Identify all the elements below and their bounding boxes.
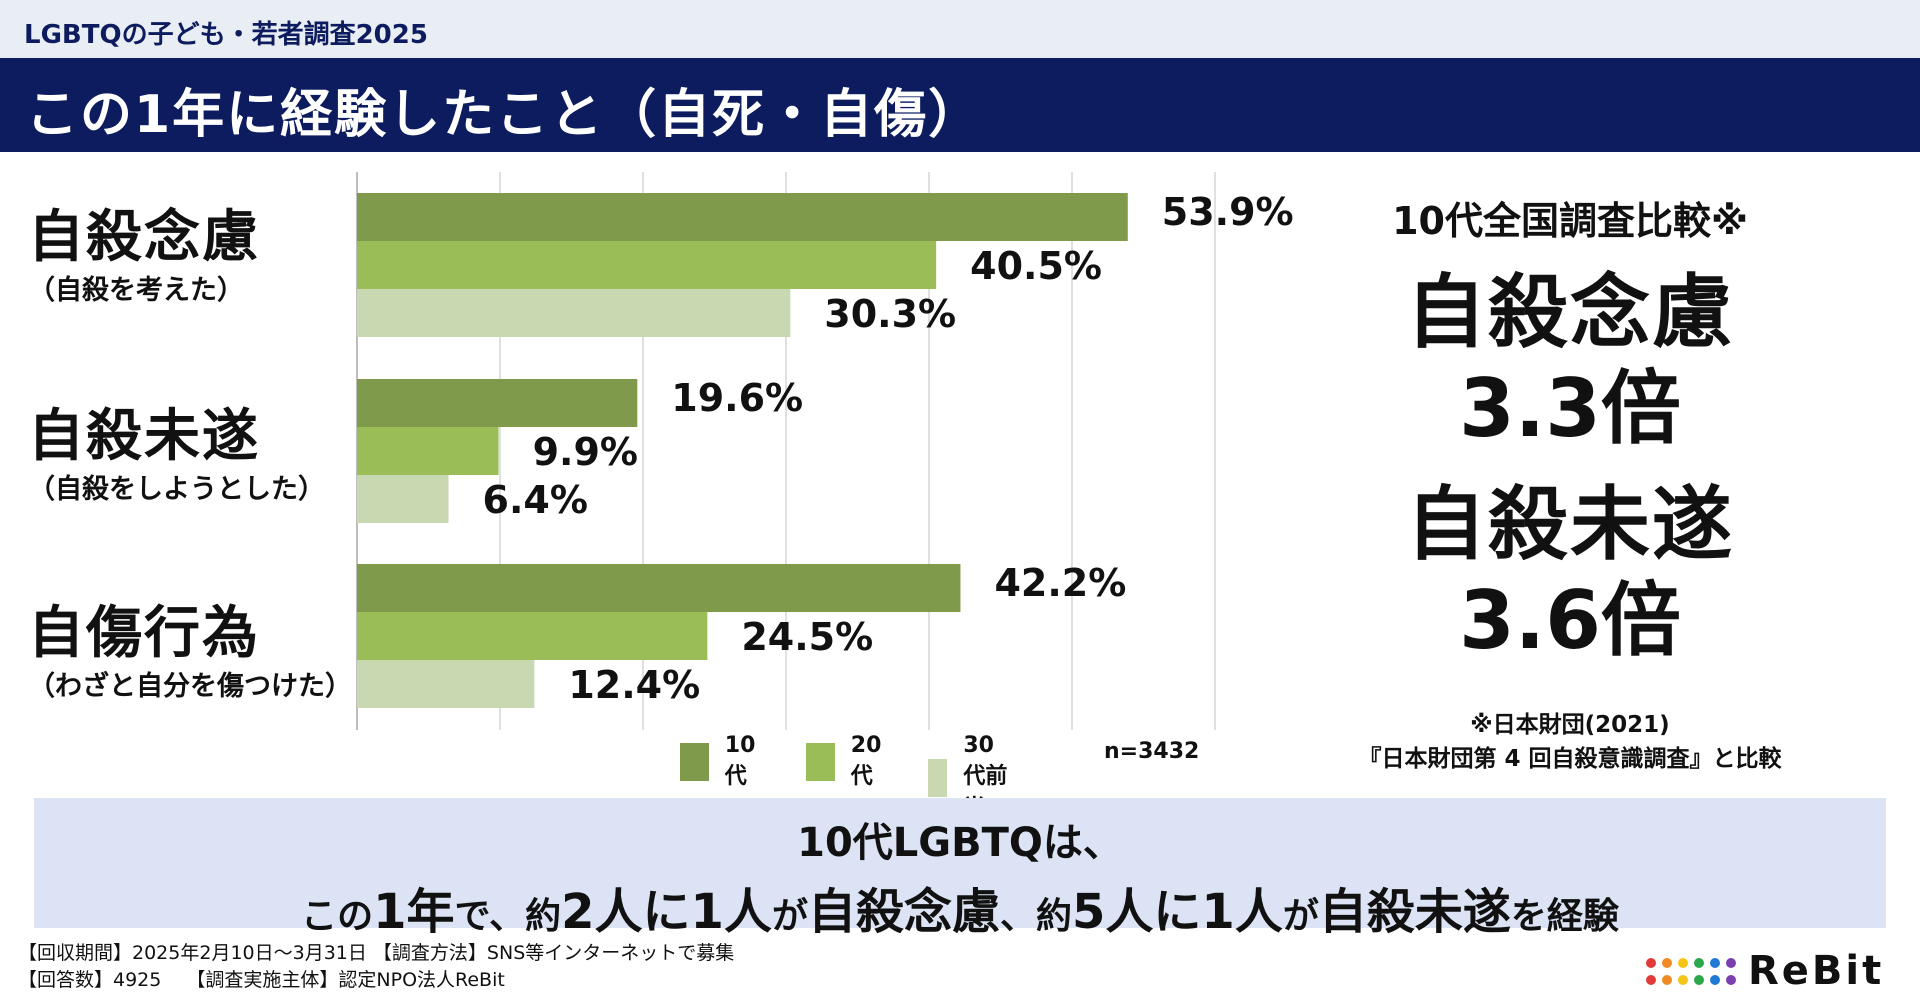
category-note: （自殺を考えた） <box>28 275 244 306</box>
data-label: 53.9% <box>1162 190 1294 234</box>
banner-text-part: が <box>771 896 808 937</box>
banner-text-part: 2人に1人 <box>561 884 772 940</box>
category-name: 自傷行為 <box>28 601 260 666</box>
data-label: 24.5% <box>741 615 873 659</box>
legend-item-10s: 10代 <box>680 733 765 790</box>
banner-text-part: 1年 <box>373 884 455 940</box>
bar <box>357 379 638 427</box>
legend-swatch <box>806 742 835 781</box>
category-label-1: 自殺未遂 （自殺をしようとした） <box>28 405 325 507</box>
comparison-heading: 10代全国調査比較※ <box>1392 199 1748 243</box>
comparison-source: ※日本財団(2021) 『日本財団第 4 回自殺意識調査』と比較 <box>1300 708 1840 776</box>
logo-dot <box>1710 957 1720 968</box>
banner-text-part: 、 <box>999 896 1036 937</box>
footer-line: 【回収期間】2025年2月10日〜3月31日 【調査方法】SNS等インターネット… <box>18 942 735 964</box>
data-label: 9.9% <box>533 430 638 474</box>
logo-dot <box>1694 957 1704 968</box>
data-label: 42.2% <box>994 561 1126 605</box>
logo-dot <box>1678 957 1688 968</box>
logo-dot <box>1646 974 1656 985</box>
category-note: （わざと自分を傷つけた） <box>28 671 352 702</box>
bar-chart: 53.9% 40.5% 30.3% 19.6% 9.9%6.4% 42.2% 24.5% 12… <box>356 172 1294 730</box>
data-label: 19.6% <box>671 376 803 420</box>
legend-item-20s: 20代 <box>806 733 891 790</box>
comparison-label: 自殺念慮 <box>1406 266 1734 359</box>
data-label: 12.4% <box>568 663 700 707</box>
banner-text-part: 約 <box>1035 896 1072 937</box>
bar <box>357 660 535 708</box>
logo-dot <box>1678 974 1688 985</box>
data-label: 6.4% <box>483 478 588 522</box>
logo-dot <box>1710 974 1720 985</box>
sample-size: n=3432 <box>1104 739 1200 764</box>
banner-text-part: 5人に1人 <box>1072 884 1283 940</box>
data-label: 30.3% <box>824 292 956 336</box>
logo-dot <box>1726 974 1736 985</box>
banner-line-2: この1年で、約2人に1人が自殺念慮、約5人に1人が自殺未遂を経験 <box>34 872 1886 942</box>
banner-text-part: が <box>1282 896 1319 937</box>
report-subtitle: LGBTQの子ども・若者調査2025 <box>24 20 428 50</box>
banner-text-part: 自殺念慮 <box>807 884 1000 940</box>
bar <box>357 612 708 660</box>
page-title: この1年に経験したこと（自死・自傷） <box>26 85 983 145</box>
banner-text-part: 約 <box>525 896 562 937</box>
bar <box>357 193 1128 241</box>
comparison-panel: 10代全国調査比較※ 自殺念慮 3.3倍 自殺未遂 3.6倍 <box>1300 190 1840 669</box>
banner-text-part: この <box>301 896 374 937</box>
banner-text-part: を経験 <box>1510 896 1619 937</box>
logo-dot <box>1662 957 1672 968</box>
category-note: （自殺をしようとした） <box>28 474 325 505</box>
logo-wordmark: ReBit <box>1748 948 1885 994</box>
category-name: 自殺念慮 <box>28 205 260 270</box>
logo-dot <box>1646 957 1656 968</box>
category-name: 自殺未遂 <box>28 404 260 469</box>
footer-notes: 【回収期間】2025年2月10日〜3月31日 【調査方法】SNS等インターネット… <box>18 940 734 994</box>
category-label-2: 自傷行為 （わざと自分を傷つけた） <box>28 602 352 704</box>
rebit-logo: ReBit <box>1646 948 1884 994</box>
footer-line: 【回答数】4925 【調査実施主体】認定NPO法人ReBit <box>18 969 505 991</box>
legend-swatch <box>928 758 948 797</box>
legend-label: 20代 <box>850 733 882 789</box>
bar <box>357 475 449 523</box>
logo-dot <box>1662 974 1672 985</box>
source-line: 『日本財団第 4 回自殺意識調査』と比較 <box>1358 746 1782 772</box>
logo-dot <box>1726 957 1736 968</box>
comparison-value: 3.6倍 <box>1459 574 1681 667</box>
banner-line-1: 10代LGBTQは、 <box>797 820 1123 866</box>
bar <box>357 427 499 475</box>
banner-text-part: 自殺未遂 <box>1318 884 1511 940</box>
legend-label: 10代 <box>724 733 756 789</box>
banner-text-part: で、 <box>454 896 526 937</box>
logo-dot <box>1694 974 1704 985</box>
category-label-0: 自殺念慮 （自殺を考えた） <box>28 206 260 308</box>
source-line: ※日本財団(2021) <box>1470 712 1670 738</box>
logo-dots <box>1646 957 1736 985</box>
legend-swatch <box>680 742 709 781</box>
bar <box>357 564 961 612</box>
bar <box>357 241 937 289</box>
data-label: 40.5% <box>970 244 1102 288</box>
comparison-value: 3.3倍 <box>1459 362 1681 455</box>
top-bar: LGBTQの子ども・若者調査2025 <box>0 0 1920 58</box>
summary-banner: 10代LGBTQは、 この1年で、約2人に1人が自殺念慮、約5人に1人が自殺未遂… <box>34 798 1886 940</box>
comparison-label: 自殺未遂 <box>1406 478 1734 571</box>
bar <box>357 289 791 337</box>
title-bar: この1年に経験したこと（自死・自傷） <box>0 58 1920 152</box>
